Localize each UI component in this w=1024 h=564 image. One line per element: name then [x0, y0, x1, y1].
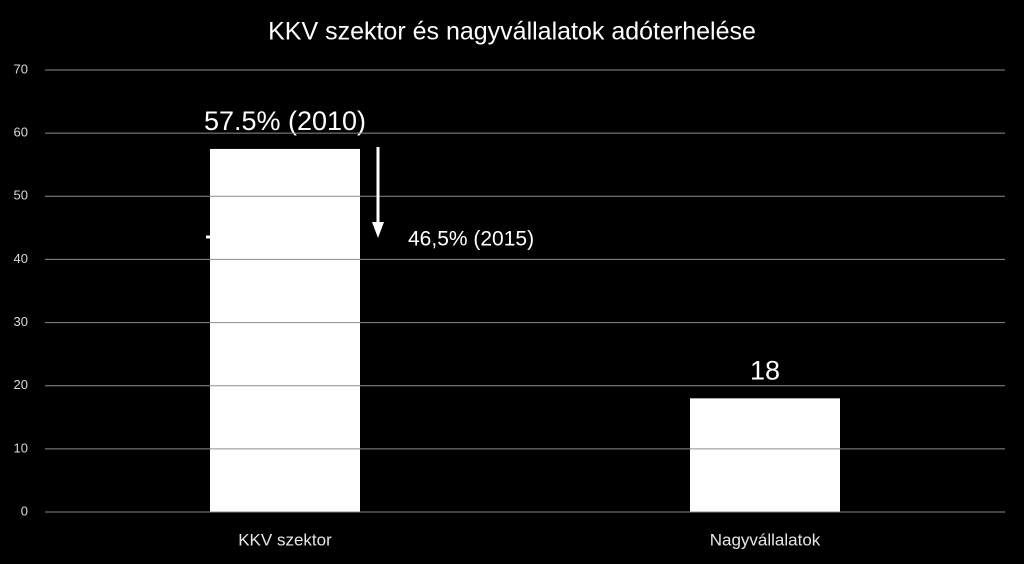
y-tick-label: 20: [14, 377, 28, 392]
bar: [210, 148, 360, 512]
value-label: 18: [750, 355, 780, 385]
y-tick-label: 40: [14, 251, 28, 266]
x-tick-label: KKV szektor: [238, 530, 332, 549]
y-tick-label: 50: [14, 188, 28, 203]
bar: [690, 398, 840, 512]
y-tick-label: 30: [14, 314, 28, 329]
x-tick-label: Nagyvállalatok: [710, 530, 821, 549]
y-tick-label: 70: [14, 61, 28, 76]
y-tick-label: 0: [21, 503, 28, 518]
annotation-arrow: [206, 147, 384, 239]
value-label: 57.5% (2010): [204, 106, 366, 136]
chart-title: KKV szektor és nagyvállalatok adóterhelé…: [268, 18, 756, 46]
y-tick-label: 10: [14, 440, 28, 455]
annotation: 46,5% (2015): [408, 228, 534, 251]
arrow-head: [372, 222, 384, 238]
y-tick-label: 60: [14, 125, 28, 140]
